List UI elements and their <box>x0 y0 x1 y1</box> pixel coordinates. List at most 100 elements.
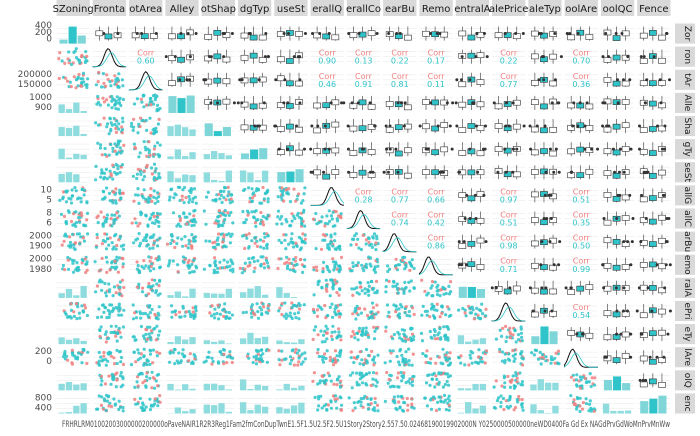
scatter-point <box>298 307 301 310</box>
scatter-point <box>147 140 150 143</box>
scatter-point <box>155 379 158 382</box>
outlier-point <box>569 286 572 289</box>
scatter-point <box>99 143 102 146</box>
box <box>640 313 647 318</box>
scatter-point <box>141 287 144 290</box>
scatter-point <box>153 147 156 150</box>
scatter-point <box>85 262 88 265</box>
scatter-point <box>156 216 159 219</box>
outlier-point <box>298 101 301 104</box>
scatter-point <box>158 279 161 282</box>
scatter-point <box>122 192 125 195</box>
scatter-point <box>401 328 404 331</box>
scatter-point <box>292 215 295 218</box>
scatter-point <box>157 312 160 315</box>
scatter-point <box>96 316 99 319</box>
scatter-point <box>245 218 248 221</box>
scatter-point <box>252 191 255 194</box>
facet-bar <box>276 389 282 390</box>
scatter-point <box>409 327 412 330</box>
scatter-point <box>115 145 118 148</box>
outlier-point <box>389 125 392 128</box>
scatter-point <box>449 280 452 283</box>
strip-top-label-1: Fronta <box>94 4 125 15</box>
scatter-point <box>326 327 329 330</box>
scatter-point <box>105 364 108 367</box>
outlier-point <box>400 101 403 104</box>
scatter-point <box>400 375 403 378</box>
scatter-point <box>136 131 139 134</box>
scatter-point <box>253 260 256 263</box>
facet-bar <box>603 404 609 414</box>
scatter-point <box>353 356 356 359</box>
outlier-point <box>286 148 289 151</box>
outlier-point <box>484 125 487 128</box>
box <box>277 126 284 131</box>
panel-8-15 <box>601 208 635 228</box>
scatter-point <box>521 363 524 366</box>
outlier-point <box>640 55 643 58</box>
panel-14-8 <box>347 347 380 367</box>
left-tick-label: 2000 <box>29 255 52 265</box>
box <box>622 332 629 337</box>
panel-5-5 <box>238 139 271 159</box>
scatter-point <box>61 197 64 200</box>
box <box>386 127 393 132</box>
outlier-point <box>240 101 243 104</box>
scatter-point <box>109 383 112 386</box>
scatter-point <box>140 406 143 409</box>
box <box>286 124 293 129</box>
scatter-point <box>315 269 318 272</box>
scatter-point <box>446 380 449 383</box>
scatter-point <box>172 211 175 214</box>
outlier-point <box>469 217 472 220</box>
box <box>658 80 665 85</box>
scatter-point <box>367 294 370 297</box>
scatter-point <box>259 238 262 241</box>
diag-bar <box>295 169 303 182</box>
box <box>622 99 629 104</box>
outlier-point <box>493 101 496 104</box>
scatter-point <box>194 239 197 242</box>
scatter-point <box>207 191 210 194</box>
scatter-point <box>301 271 304 274</box>
scatter-point <box>195 266 198 269</box>
scatter-point <box>108 80 111 83</box>
scatter-point <box>148 333 151 336</box>
left-tick-label: 1900 <box>29 242 52 252</box>
scatter-point <box>194 355 197 358</box>
scatter-point <box>222 362 225 365</box>
strip-top-label-12: alePrice <box>489 4 528 15</box>
facet-bar <box>182 156 188 159</box>
diag-bar <box>604 380 612 390</box>
facet-bar <box>59 293 65 298</box>
panel-9-1 <box>93 232 126 252</box>
scatter-point <box>337 294 340 297</box>
facet-bar <box>211 405 217 413</box>
scatter-point <box>63 268 66 271</box>
scatter-point <box>192 197 195 200</box>
scatter-point <box>252 361 255 364</box>
scatter-point <box>555 352 558 355</box>
scatter-point <box>149 103 152 106</box>
scatter-point <box>432 305 435 308</box>
box <box>168 81 175 86</box>
strip-right-label-15: olQ <box>682 373 692 388</box>
panel-5-7 <box>309 139 344 159</box>
scatter-point <box>110 325 113 328</box>
panel-12-9 <box>383 301 416 321</box>
scatter-point <box>398 312 401 315</box>
scatter-point <box>285 220 288 223</box>
strip-right-label-16: enc <box>682 395 692 411</box>
outlier-point <box>640 194 643 197</box>
scatter-point <box>363 395 366 398</box>
facet-bar <box>240 379 246 390</box>
facet-bar <box>262 337 268 344</box>
corr-value: 0.54 <box>572 311 590 320</box>
panel-12-1 <box>93 301 126 321</box>
panel-12-10 <box>419 301 452 321</box>
scatter-point <box>150 404 153 407</box>
outlier-point <box>512 148 515 151</box>
scatter-point <box>85 59 88 62</box>
